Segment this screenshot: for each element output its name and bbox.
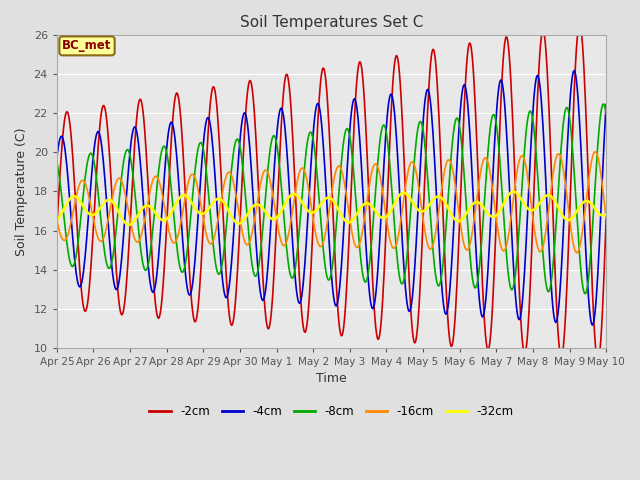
- Title: Soil Temperatures Set C: Soil Temperatures Set C: [240, 15, 423, 30]
- X-axis label: Time: Time: [316, 372, 347, 385]
- Legend: -2cm, -4cm, -8cm, -16cm, -32cm: -2cm, -4cm, -8cm, -16cm, -32cm: [145, 400, 518, 423]
- Y-axis label: Soil Temperature (C): Soil Temperature (C): [15, 127, 28, 256]
- Text: BC_met: BC_met: [62, 39, 112, 52]
